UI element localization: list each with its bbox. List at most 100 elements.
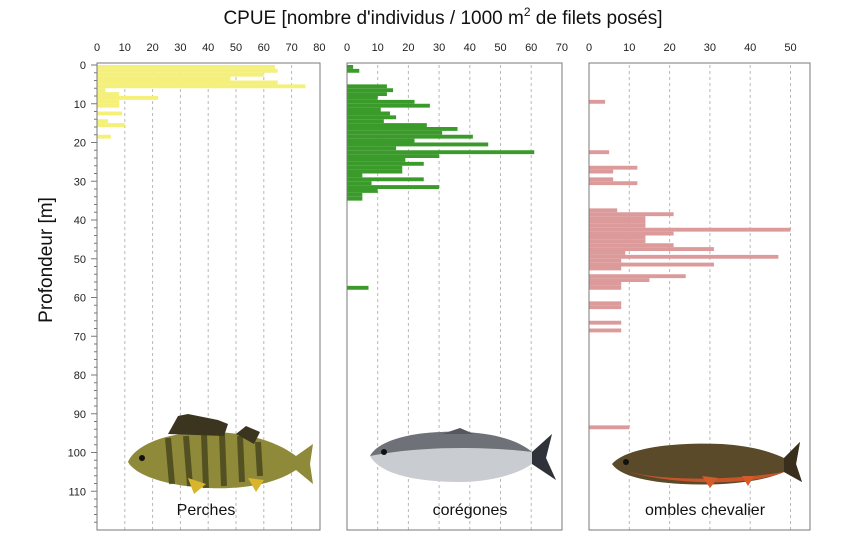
bar <box>347 185 440 189</box>
bar <box>347 161 424 166</box>
bar <box>347 154 440 158</box>
bar <box>589 258 622 263</box>
y-tick-label: 60 <box>74 293 86 305</box>
panel-3: 0 10 20 30 40 50 ombles chevalier <box>586 42 811 531</box>
bar <box>347 99 415 104</box>
x-tick-label: 50 <box>784 42 796 54</box>
x-tick-label: 80 <box>313 42 325 54</box>
bar <box>589 177 614 182</box>
y-tick-label: 80 <box>74 370 86 382</box>
bar <box>347 119 384 124</box>
bar <box>97 92 120 96</box>
bar <box>97 68 278 73</box>
bar <box>347 169 403 174</box>
bar <box>347 138 415 143</box>
bar <box>347 130 443 135</box>
bar <box>347 142 489 147</box>
bar <box>347 103 430 108</box>
bar <box>589 150 610 155</box>
y-tick-label: 0 <box>80 60 86 72</box>
bar <box>347 134 473 139</box>
bar <box>97 88 106 93</box>
bar <box>347 88 394 93</box>
y-tick-label: 40 <box>74 215 86 227</box>
bar <box>347 177 424 182</box>
bar <box>589 251 626 255</box>
bar <box>589 235 646 240</box>
bar <box>347 65 354 69</box>
bar <box>347 123 427 127</box>
x-tick-label: 70 <box>285 42 297 54</box>
bar <box>347 127 458 131</box>
bar <box>97 76 231 81</box>
chart-title-main: CPUE [nombre d'individus / 1000 m <box>223 8 523 29</box>
y-tick-label: 110 <box>68 486 86 498</box>
bar <box>589 208 618 213</box>
x-tick-label: 60 <box>525 42 537 54</box>
bar <box>97 99 120 104</box>
bar <box>589 227 791 232</box>
bar <box>97 65 275 69</box>
bar <box>97 84 306 89</box>
x-tick-label: 20 <box>663 42 675 54</box>
panel-1: 0 10 20 30 40 50 60 70 80 Perches <box>94 42 326 531</box>
bar <box>97 80 278 85</box>
bar <box>97 103 120 108</box>
x-tick-label: 0 <box>344 42 350 54</box>
bar <box>589 216 646 220</box>
bar <box>589 181 638 186</box>
x-tick-label: 60 <box>258 42 270 54</box>
bar <box>589 169 614 174</box>
x-tick-label: 0 <box>94 42 100 54</box>
bar <box>347 111 390 116</box>
bar <box>347 96 378 100</box>
x-tick-label: 20 <box>146 42 158 54</box>
bar <box>589 328 622 333</box>
panel-frame <box>96 62 321 531</box>
arctic-char-fish-icon <box>612 442 802 488</box>
y-tick-label: 50 <box>74 254 86 266</box>
bar <box>589 231 674 236</box>
bar <box>589 165 638 170</box>
bar <box>589 282 622 286</box>
x-tick-label: 40 <box>464 42 476 54</box>
y-tick-label: 100 <box>68 448 86 460</box>
bar <box>347 84 387 89</box>
bar <box>97 111 123 116</box>
bar <box>589 320 622 325</box>
bar <box>589 266 622 271</box>
panel-name-label: corégones <box>433 502 508 519</box>
chart-title: CPUE [nombre d'individus / 1000 m2 de fi… <box>223 5 662 29</box>
bar <box>589 262 714 267</box>
bar <box>97 123 125 127</box>
bar <box>347 92 387 96</box>
bar <box>589 239 646 244</box>
bar <box>589 425 630 430</box>
bar <box>347 68 360 73</box>
bar <box>589 99 606 104</box>
panels: 0 10 20 30 40 50 60 70 80 Perches 0 10 20 30 40 50 60 70 c… <box>68 42 811 531</box>
bar <box>347 115 397 120</box>
perch-fish-icon <box>128 414 313 494</box>
panel-name-label: Perches <box>177 502 236 519</box>
bar <box>97 96 159 100</box>
x-tick-label: 30 <box>433 42 445 54</box>
bar <box>347 196 363 201</box>
y-tick-label: 90 <box>74 409 86 421</box>
x-tick-label: 50 <box>230 42 242 54</box>
panel-frame <box>588 62 811 531</box>
y-tick-label: 10 <box>74 99 86 111</box>
x-tick-label: 30 <box>174 42 186 54</box>
bar <box>589 243 674 248</box>
bar <box>347 146 397 151</box>
y-tick-label: 70 <box>74 331 86 343</box>
bar <box>347 107 381 112</box>
bar <box>347 165 403 170</box>
y-tick-label: 20 <box>74 138 86 150</box>
bar <box>589 254 779 259</box>
x-tick-label: 0 <box>586 42 592 54</box>
x-tick-label: 40 <box>744 42 756 54</box>
bar <box>347 181 372 186</box>
y-tick-label: 30 <box>74 176 86 188</box>
